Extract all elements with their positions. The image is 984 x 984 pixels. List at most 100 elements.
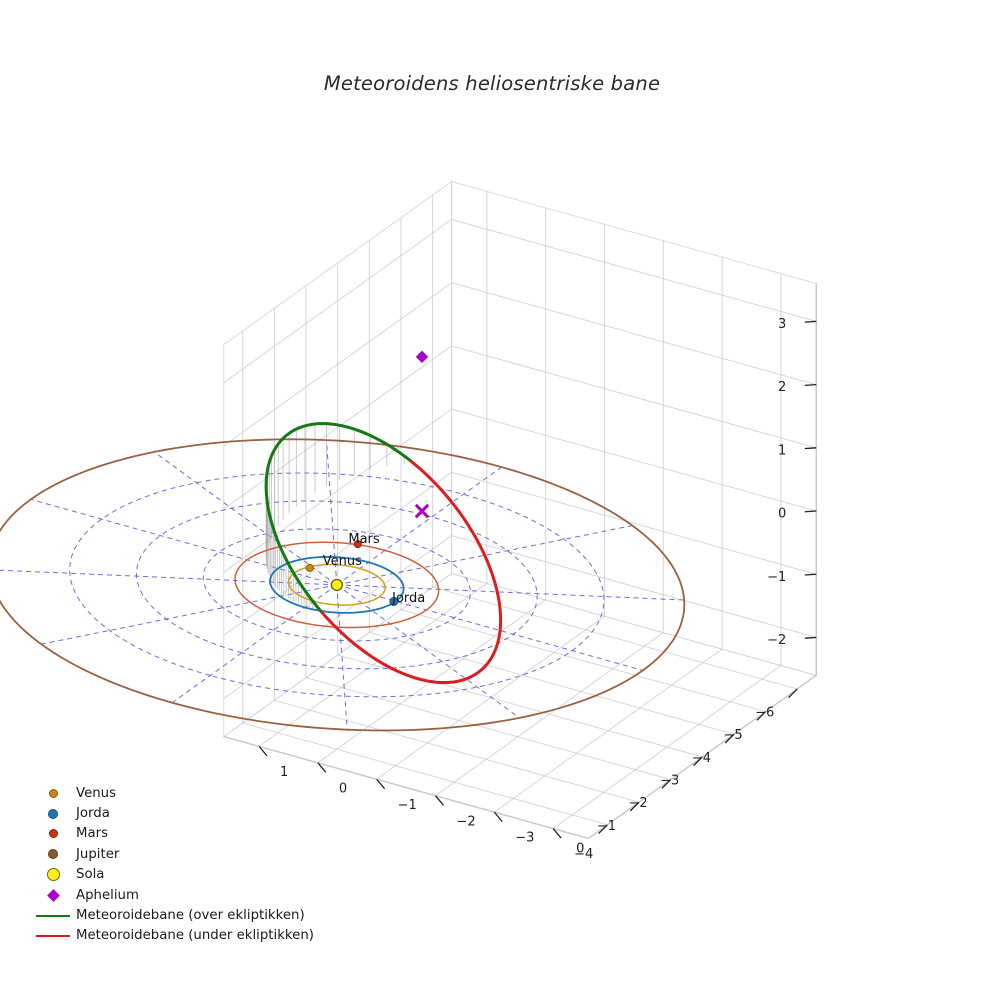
body-sola	[330, 578, 344, 592]
pane-gridline	[223, 471, 452, 636]
polar-grid-spoke	[336, 584, 685, 601]
annotation-venus: Venus	[323, 554, 362, 569]
pane-gridline	[451, 345, 817, 449]
body-annotations-group: Mars Venus Jorda	[323, 532, 425, 606]
orbit-jorda	[269, 556, 405, 614]
polar-grid-spoke	[171, 584, 338, 704]
meteoroid-path-over-ecliptic	[311, 599, 323, 613]
pane-gridline	[400, 609, 766, 713]
page-title: Meteoroidens heliosentriske bane	[323, 72, 661, 95]
tick-label-y-4: 0	[339, 781, 347, 796]
tick-label-z-2-mark	[804, 510, 817, 513]
pane-gridline	[451, 408, 817, 512]
pane-gridline	[451, 219, 817, 322]
tick-label-x-0: −6	[755, 706, 774, 721]
pane-gridline	[223, 535, 452, 700]
tick-label-z-3-mark	[804, 447, 817, 450]
legend-item-label: Venus	[76, 785, 117, 801]
tick-label-x-5-mark	[629, 801, 640, 812]
tick-label-x-3: −3	[660, 773, 679, 788]
tick-label-y-5-mark	[258, 745, 268, 757]
axes-pane-grid-group	[223, 191, 817, 829]
annotation-mars: Mars	[348, 532, 380, 547]
polar-grid-circle	[69, 472, 605, 698]
legend-line-swatch	[30, 926, 76, 946]
legend-item-meteoroid-over[interactable]: Meteoroidebane (over ekliptikken)	[30, 905, 370, 925]
line-swatch	[36, 914, 70, 917]
legend-dot-marker	[30, 804, 76, 824]
tick-label-x-4: −2	[629, 796, 648, 811]
tick-label-y-4-mark	[317, 762, 327, 773]
legend: Venus Jorda Mars Jupiter Sola Aphelium Meteoro…	[30, 783, 370, 946]
tick-label-z-5: 3	[778, 317, 786, 332]
legend-item-mars[interactable]: Mars	[30, 824, 370, 844]
legend-item-jupiter[interactable]: Jupiter	[30, 844, 370, 864]
pane-gridline	[451, 471, 817, 575]
tick-label-x-1-mark	[756, 711, 767, 721]
tick-label-x-1: −5	[723, 728, 742, 743]
legend-item-label: Aphelium	[76, 887, 139, 903]
legend-item-aphelium[interactable]: Aphelium	[30, 885, 370, 905]
tick-label-x-5: −1	[597, 819, 616, 834]
pane-gridline	[435, 632, 664, 797]
tick-label-z-5-mark	[804, 320, 817, 323]
pane-gridline	[432, 586, 798, 690]
tick-label-y-1-mark	[493, 811, 503, 823]
tick-label-x-2-mark	[724, 733, 735, 744]
tick-label-y-1: −3	[515, 831, 534, 846]
legend-item-label: Sola	[76, 867, 105, 883]
tick-label-y-0: −4	[574, 847, 593, 862]
polar-grid-spoke	[336, 466, 502, 586]
polar-grid-circle	[202, 528, 471, 642]
pane-gridline	[223, 219, 452, 383]
orbit-mars	[234, 541, 440, 629]
pane-gridline	[258, 582, 488, 747]
tick-label-z-0: −2	[767, 633, 786, 648]
body-jorda	[389, 596, 399, 606]
pane-gridline	[376, 615, 605, 780]
aphelion-markers-group	[414, 350, 430, 519]
body-mars	[353, 540, 362, 549]
legend-item-label: Meteoroidebane (under ekliptikken)	[76, 928, 314, 944]
legend-item-sola[interactable]: Sola	[30, 865, 370, 885]
tick-label-y-3-mark	[376, 778, 386, 790]
tick-label-x-6-mark	[598, 824, 608, 835]
polar-grid-spoke	[0, 569, 337, 586]
legend-item-venus[interactable]: Venus	[30, 783, 370, 803]
meteoroid-path-under-ecliptic	[319, 459, 503, 685]
polar-grid-spoke	[336, 584, 520, 719]
pane-gridline	[451, 535, 817, 638]
legend-item-label: Meteoroidebane (over ekliptikken)	[76, 908, 305, 924]
tick-label-x-2: −4	[692, 751, 711, 766]
tick-label-x-4-mark	[661, 779, 672, 789]
annotation-jorda: Jorda	[391, 591, 425, 606]
spine-y	[223, 735, 589, 840]
tick-label-y-5: 1	[280, 765, 288, 780]
legend-item-meteoroid-under[interactable]: Meteoroidebane (under ekliptikken)	[30, 926, 370, 946]
tick-label-y-2-mark	[434, 795, 444, 806]
dot-icon	[48, 849, 58, 860]
pane-gridline	[493, 648, 723, 813]
orbit-jupiter	[0, 438, 686, 732]
pane-gridline	[369, 631, 735, 735]
pane-gridline	[223, 408, 452, 573]
tick-label-x-0-mark	[788, 688, 798, 699]
body-venus	[305, 563, 314, 572]
tick-label-y-0-mark	[552, 828, 562, 839]
line-swatch	[36, 934, 70, 937]
aphelion-projection	[414, 503, 430, 519]
legend-line-swatch	[30, 906, 76, 926]
legend-dot-marker	[30, 844, 76, 864]
aphelion-3d	[415, 350, 429, 364]
legend-item-jorda[interactable]: Jorda	[30, 803, 370, 823]
polar-grid-spoke	[336, 584, 643, 671]
pane-gridline	[305, 677, 671, 781]
tick-label-z-2: 0	[778, 507, 786, 522]
tick-label-x-3-mark	[693, 756, 703, 767]
polar-grid-spoke	[336, 584, 348, 730]
legend-item-label: Mars	[76, 826, 109, 842]
bodies-group	[305, 540, 399, 606]
legend-dot-marker	[30, 865, 76, 885]
